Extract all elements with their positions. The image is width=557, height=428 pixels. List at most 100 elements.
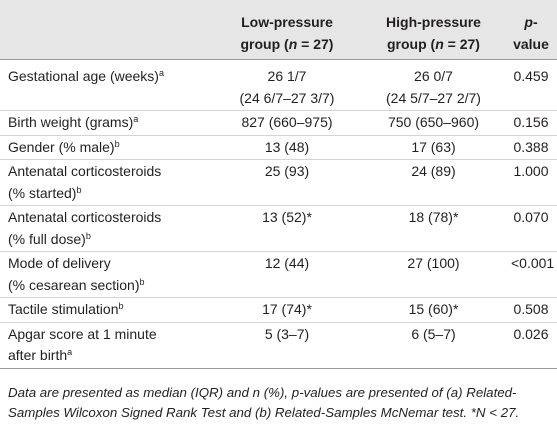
cell-line: 12 (44) [218, 253, 356, 275]
cell-line: Antenatal corticosteroids [8, 207, 206, 229]
cell-line: (% cesarean section)b [8, 275, 206, 297]
header-cell [0, 0, 212, 60]
cell-line: (% started)b [8, 183, 206, 205]
cell-line: 17 (63) [368, 137, 499, 159]
cell-line: 0.388 [511, 137, 551, 159]
cell-text: 6 (5–7) [411, 325, 456, 342]
cell-line: 26 0/7 [368, 66, 499, 88]
table-row: Antenatal corticosteroids (% started)b 25 … [0, 159, 557, 206]
table-cell: Gender (% male)b [0, 135, 212, 160]
cell-text: 18 (78)* [408, 209, 459, 225]
table-row: Gestational age (weeks)a 26 1/7 (24 6/7–27… [0, 59, 557, 111]
table-cell: 0.388 [505, 135, 557, 160]
cell-text: group ( [387, 35, 436, 52]
footnote-marker: a [133, 114, 139, 124]
cell-text: (% cesarean section) [8, 276, 140, 293]
cell-text: (24 6/7–27 3/7) [239, 89, 335, 106]
table-cell: 13 (48) [212, 135, 362, 160]
cell-text: = 27) [443, 35, 480, 52]
table-cell: Mode of delivery (% cesarean section)b [0, 251, 212, 298]
cell-line: 17 (74)* [218, 299, 356, 321]
table-cell: 18 (78)* [362, 205, 505, 252]
cell-text: 0.388 [513, 138, 549, 155]
cell-text: 27 (100) [407, 255, 460, 271]
cell-line: Low-pressure [218, 12, 356, 34]
table-cell: 12 (44) [212, 251, 362, 298]
table-cell: 6 (5–7) [362, 322, 505, 369]
cell-text: 750 (650–960) [387, 114, 480, 130]
cell-line: 0.459 [511, 66, 551, 88]
table-cell: 0.070 [505, 205, 557, 252]
cell-text: Birth weight (grams) [8, 114, 134, 130]
cell-line: 13 (48) [218, 137, 356, 159]
cell-line: 1.000 [511, 161, 551, 183]
cell-line: 0.156 [511, 112, 551, 134]
cell-text: Gender (% male) [8, 138, 115, 155]
cell-line: 27 (100) [368, 253, 499, 275]
cell-line: Gender (% male)b [8, 137, 206, 159]
table-cell: 827 (660–975) [212, 110, 362, 136]
cell-text: group ( [240, 35, 289, 52]
cell-text: n [435, 35, 444, 52]
cell-line: 6 (5–7) [368, 324, 499, 346]
cell-text: Tactile stimulation [8, 301, 119, 317]
cell-text: 1.000 [513, 163, 549, 179]
cell-text: (24 5/7–27 2/7) [386, 89, 481, 106]
cell-line: (% full dose)b [8, 229, 206, 251]
table-row: Mode of delivery (% cesarean section)b 12 … [0, 251, 557, 298]
footnote-marker: b [114, 138, 120, 149]
cell-line: p-value [511, 12, 551, 55]
footnote-marker: b [85, 230, 91, 241]
cell-line: Tactile stimulationb [8, 299, 206, 321]
table-cell: Birth weight (grams)a [0, 110, 212, 136]
table-cell: Antenatal corticosteroids (% started)b [0, 159, 212, 206]
table-cell: 26 1/7 (24 6/7–27 3/7) [212, 59, 362, 111]
cell-text: 15 (60)* [408, 301, 459, 317]
cell-line: 827 (660–975) [218, 112, 356, 134]
table-row: Antenatal corticosteroids (% full dose)b 1… [0, 205, 557, 252]
table-cell: 25 (93) [212, 159, 362, 206]
table-row: Apgar score at 1 minute after birtha 5 (3–… [0, 322, 557, 369]
table-cell: 0.026 [505, 322, 557, 369]
table-cell: 0.508 [505, 297, 557, 323]
table-cell: 1.000 [505, 159, 557, 206]
cell-line: 0.508 [511, 299, 551, 321]
cell-text: 827 (660–975) [241, 114, 333, 130]
cell-text: -value [513, 14, 549, 52]
header-cell: p-value [505, 0, 557, 60]
table-cell: 17 (63) [362, 135, 505, 160]
cell-line: High-pressure [368, 12, 499, 34]
table-cell: 15 (60)* [362, 297, 505, 323]
header-row: Low-pressure group (n = 27) High-pressure g… [0, 0, 557, 60]
data-table: Low-pressure group (n = 27) High-pressure g… [0, 0, 557, 369]
table-row: Tactile stimulationb 17 (74)* 15 (60)* 0.50… [0, 297, 557, 323]
table-cell: 26 0/7 (24 5/7–27 2/7) [362, 59, 505, 111]
footnote-marker: b [76, 184, 82, 195]
cell-line: 15 (60)* [368, 299, 499, 321]
table-cell: Tactile stimulationb [0, 297, 212, 323]
cell-text: 25 (93) [264, 163, 310, 179]
cell-line: 24 (89) [368, 161, 499, 183]
header-cell: High-pressure group (n = 27) [362, 0, 505, 60]
cell-text: 12 (44) [264, 255, 310, 271]
header-cell: Low-pressure group (n = 27) [212, 0, 362, 60]
cell-text: 17 (63) [411, 138, 456, 155]
cell-line: 0.070 [511, 207, 551, 229]
table-cell: Antenatal corticosteroids (% full dose)b [0, 205, 212, 252]
cell-text: 17 (74)* [262, 301, 312, 317]
cell-line: <0.001 [511, 253, 554, 275]
table-cell: Apgar score at 1 minute after birtha [0, 322, 212, 369]
footnote-marker: b [139, 276, 145, 287]
cell-text: 5 (3–7) [264, 325, 310, 342]
table-row: Birth weight (grams)a 827 (660–975) 750 (6… [0, 110, 557, 136]
footnote: Data are presented as median (IQR) and n… [8, 384, 520, 420]
cell-line: after birtha [8, 345, 206, 367]
table-cell: 0.459 [505, 59, 557, 111]
cell-line: Gestational age (weeks)a [8, 66, 206, 88]
cell-text: 13 (48) [264, 138, 310, 155]
cell-text: 0.156 [513, 114, 549, 130]
cell-text: n [288, 35, 298, 52]
cell-line: (24 5/7–27 2/7) [368, 88, 499, 110]
cell-text: 24 (89) [411, 163, 456, 179]
